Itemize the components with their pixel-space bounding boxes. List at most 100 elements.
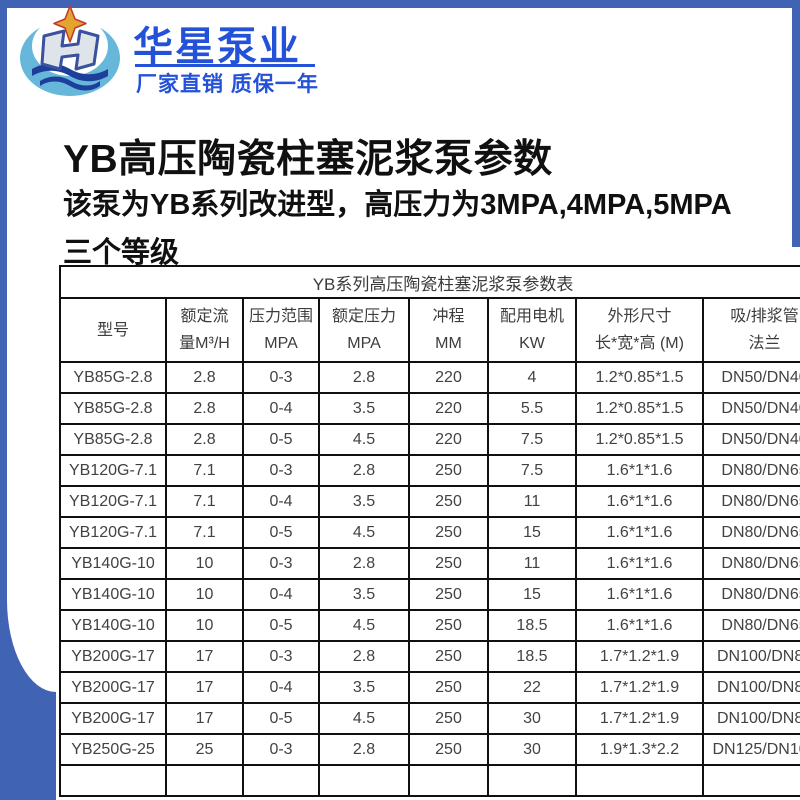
table-caption: YB系列高压陶瓷柱塞泥浆泵参数表 <box>58 265 800 299</box>
frame-right-border <box>792 0 800 247</box>
table-cell: 15 <box>487 516 577 549</box>
table-cell: 3.5 <box>318 671 410 704</box>
table-cell: 0-5 <box>242 609 320 642</box>
table-cell: 1.6*1*1.6 <box>575 609 704 642</box>
table-cell: 1.2*0.85*1.5 <box>575 423 704 456</box>
table-cell: DN80/DN65 <box>701 454 800 487</box>
table-cell <box>575 764 704 797</box>
table-cell: 25 <box>165 733 244 766</box>
table-cell: 250 <box>408 547 489 580</box>
table-cell: 250 <box>408 454 489 487</box>
table-cell <box>701 764 800 797</box>
column-header-line2: 长*宽*高 (M) <box>595 335 684 352</box>
table-cell: 220 <box>408 392 489 425</box>
column-header: 外形尺寸 长*宽*高 (M) <box>575 297 704 363</box>
table-cell: 10 <box>165 609 244 642</box>
table-row: YB200G-17 17 0-4 3.5 250 22 1.7*1.2*1.9 DN100/D… <box>59 671 800 704</box>
column-header-line2: MPA <box>347 335 381 352</box>
table-cell: 0-5 <box>242 702 320 735</box>
table-cell: 4.5 <box>318 423 410 456</box>
table-cell <box>165 764 244 797</box>
table-cell: YB140G-10 <box>59 547 167 580</box>
column-header-line2: 法兰 <box>748 335 781 352</box>
table-cell: 1.7*1.2*1.9 <box>575 640 704 673</box>
table-cell: 2.8 <box>318 547 410 580</box>
table-cell: 2.8 <box>318 361 410 394</box>
table-cell: 17 <box>165 640 244 673</box>
column-header: 冲程 MM <box>408 297 489 363</box>
table-cell: 0-3 <box>242 733 320 766</box>
table-cell: 7.5 <box>487 454 577 487</box>
column-header-line1: 冲程 <box>432 308 465 325</box>
table-cell: DN80/DN65 <box>701 547 800 580</box>
table-cell: 7.1 <box>165 516 244 549</box>
page-subtitle: 该泵为YB系列改进型，高压力为3MPA,4MPA,5MPA <box>63 189 732 221</box>
table-cell: 1.7*1.2*1.9 <box>575 671 704 704</box>
logo-star-icon <box>53 5 87 43</box>
column-header-line1: 型号 <box>96 321 129 339</box>
table-cell: 2.8 <box>165 423 244 456</box>
table-cell: YB120G-7.1 <box>59 485 167 518</box>
column-header: 压力范围 MPA <box>242 297 320 363</box>
table-cell: 0-4 <box>242 485 320 518</box>
table-cell: YB200G-17 <box>59 702 167 735</box>
frame-top-border <box>0 0 800 8</box>
table-cell: 0-4 <box>242 392 320 425</box>
table-row-partial <box>59 764 800 797</box>
table-cell: DN100/DN80 <box>701 640 800 673</box>
column-header-line2: MPA <box>264 335 298 352</box>
column-header: 额定流 量M³/H <box>165 297 244 363</box>
table-cell: DN80/DN65 <box>701 485 800 518</box>
table-row: YB250G-25 25 0-3 2.8 250 30 1.9*1.3*2.2 DN125/D… <box>59 733 800 766</box>
table-cell: 220 <box>408 423 489 456</box>
table-cell: YB200G-17 <box>59 640 167 673</box>
logo-waves-icon <box>32 63 108 91</box>
table-cell: 250 <box>408 640 489 673</box>
table-cell: 4 <box>487 361 577 394</box>
column-header-line1: 吸/排浆管 <box>730 308 799 325</box>
table-cell: 2.8 <box>318 733 410 766</box>
table-cell: 2.8 <box>165 392 244 425</box>
table-cell: 5.5 <box>487 392 577 425</box>
table-cell: DN100/DN80 <box>701 702 800 735</box>
table-cell: 1.6*1*1.6 <box>575 547 704 580</box>
table-cell: 7.1 <box>165 485 244 518</box>
table-cell: 250 <box>408 578 489 611</box>
brand-divider <box>135 64 315 67</box>
table-cell: DN80/DN65 <box>701 516 800 549</box>
table-cell: 4.5 <box>318 609 410 642</box>
table-cell: YB250G-25 <box>59 733 167 766</box>
table-row: YB120G-7.1 7.1 0-4 3.5 250 11 1.6*1*1.6 DN80/DN… <box>59 485 800 518</box>
brand-tagline: 厂家直销 质保一年 <box>136 73 319 96</box>
table-cell: 10 <box>165 547 244 580</box>
table-cell: 220 <box>408 361 489 394</box>
table-cell: 0-5 <box>242 423 320 456</box>
table-cell: 0-3 <box>242 361 320 394</box>
table-cell: 1.2*0.85*1.5 <box>575 392 704 425</box>
table-cell: 17 <box>165 702 244 735</box>
table-row: YB85G-2.8 2.8 0-3 2.8 220 4 1.2*0.85*1.5 DN50/D… <box>59 361 800 394</box>
table-cell: 22 <box>487 671 577 704</box>
table-cell: 30 <box>487 733 577 766</box>
table-cell: 1.7*1.2*1.9 <box>575 702 704 735</box>
frame-left-border <box>0 0 7 800</box>
table-cell: 250 <box>408 733 489 766</box>
table-cell: 11 <box>487 547 577 580</box>
table-cell: 3.5 <box>318 392 410 425</box>
table-caption-row: YB系列高压陶瓷柱塞泥浆泵参数表 <box>58 265 800 299</box>
page-title: YB高压陶瓷柱塞泥浆泵参数 <box>63 138 553 181</box>
table-cell: 1.6*1*1.6 <box>575 485 704 518</box>
table-cell: 0-3 <box>242 454 320 487</box>
table-cell: DN50/DN40 <box>701 423 800 456</box>
table-cell: 18.5 <box>487 609 577 642</box>
table-cell: DN100/DN80 <box>701 671 800 704</box>
table-cell <box>318 764 410 797</box>
table-cell: 1.6*1*1.6 <box>575 454 704 487</box>
table-cell: YB85G-2.8 <box>59 361 167 394</box>
table-cell: 0-3 <box>242 640 320 673</box>
column-header-line1: 配用电机 <box>499 308 564 325</box>
table-cell: YB140G-10 <box>59 578 167 611</box>
table-cell: DN80/DN65 <box>701 609 800 642</box>
column-header-line2: MM <box>435 335 462 352</box>
column-header: 配用电机 KW <box>487 297 577 363</box>
